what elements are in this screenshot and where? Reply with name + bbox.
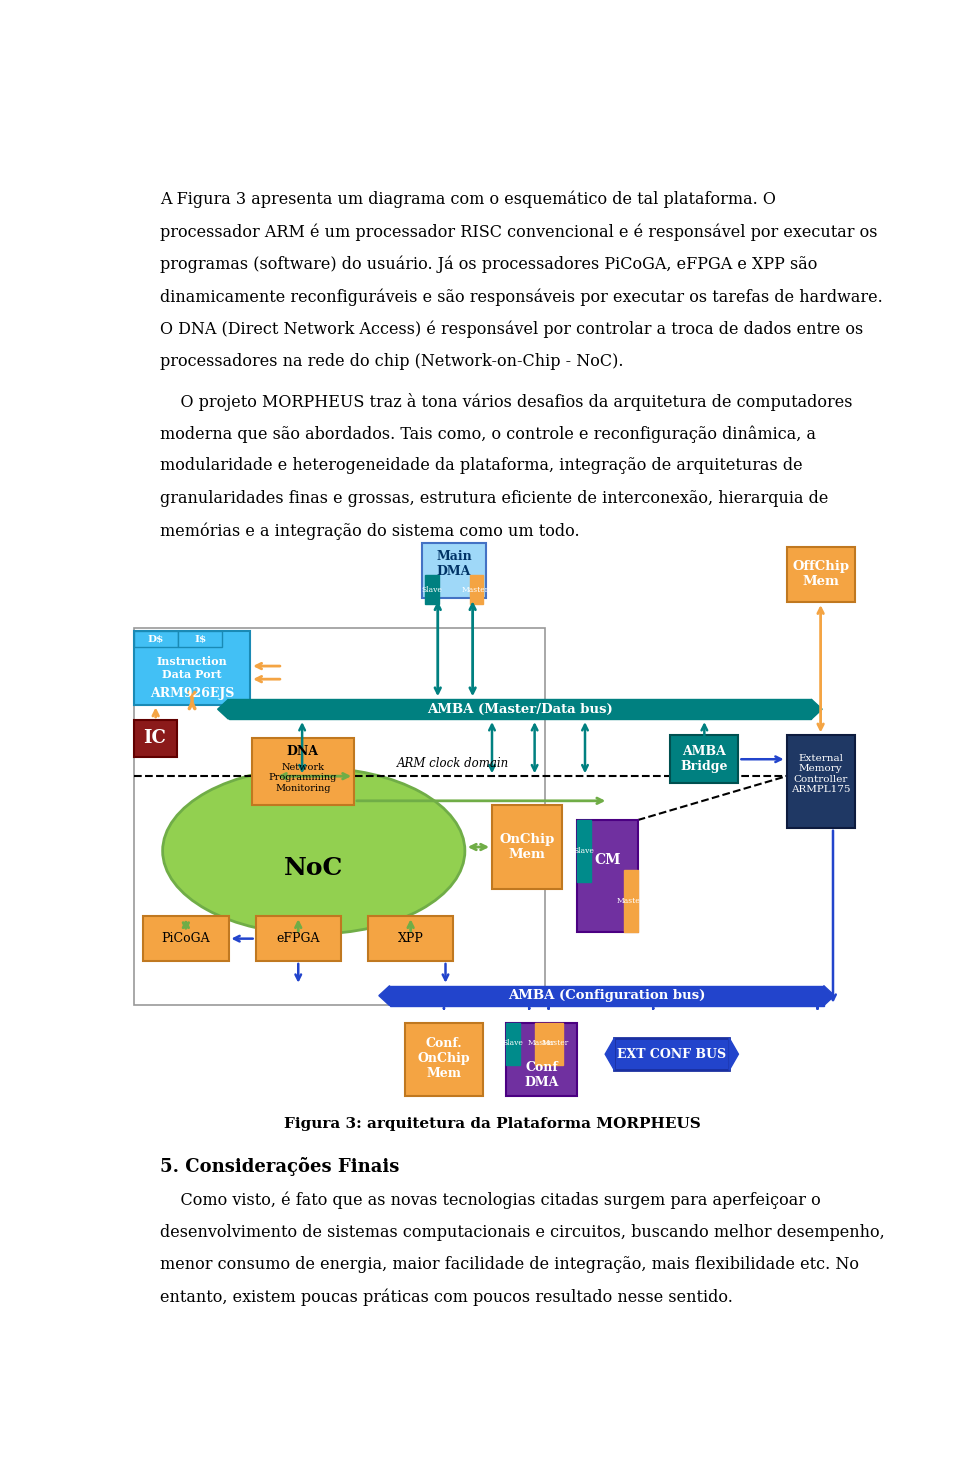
FancyBboxPatch shape <box>548 1023 563 1064</box>
Text: OffChip
Mem: OffChip Mem <box>792 561 850 589</box>
FancyBboxPatch shape <box>134 632 251 704</box>
Ellipse shape <box>162 768 465 934</box>
FancyBboxPatch shape <box>228 700 811 719</box>
Text: EXT CONF BUS: EXT CONF BUS <box>617 1048 727 1061</box>
FancyBboxPatch shape <box>134 632 179 646</box>
Text: moderna que são abordados. Tais como, o controle e reconfiguração dinâmica, a: moderna que são abordados. Tais como, o … <box>160 425 816 443</box>
Text: Main
DMA: Main DMA <box>436 551 472 579</box>
Text: Conf.
OnChip
Mem: Conf. OnChip Mem <box>418 1038 470 1080</box>
Text: I$: I$ <box>195 635 206 644</box>
Text: NoC: NoC <box>284 856 344 880</box>
FancyBboxPatch shape <box>143 917 228 961</box>
Text: AMBA (Master/Data bus): AMBA (Master/Data bus) <box>427 703 612 716</box>
Text: DNA: DNA <box>287 745 319 759</box>
Text: XPP: XPP <box>397 933 423 945</box>
FancyBboxPatch shape <box>469 576 483 605</box>
FancyBboxPatch shape <box>425 576 439 605</box>
Text: Instruction
Data Port: Instruction Data Port <box>156 655 228 679</box>
Text: Network
Programming
Monitoring: Network Programming Monitoring <box>269 763 337 793</box>
FancyBboxPatch shape <box>368 917 453 961</box>
Text: Como visto, é fato que as novas tecnologias citadas surgem para aperfeiçoar o: Como visto, é fato que as novas tecnolog… <box>160 1191 821 1209</box>
Text: Master: Master <box>617 897 644 905</box>
Text: Slave: Slave <box>574 847 594 855</box>
Polygon shape <box>379 986 390 1005</box>
Polygon shape <box>218 700 228 719</box>
FancyBboxPatch shape <box>134 720 177 757</box>
Text: programas (software) do usuário. Já os processadores PiCoGA, eFPGA e XPP são: programas (software) do usuário. Já os p… <box>160 255 818 273</box>
FancyBboxPatch shape <box>405 1023 483 1095</box>
Text: 5. Considerações Finais: 5. Considerações Finais <box>160 1157 399 1175</box>
Text: Slave: Slave <box>421 586 442 593</box>
Text: modularidade e heterogeneidade da plataforma, integração de arquiteturas de: modularidade e heterogeneidade da plataf… <box>160 458 803 474</box>
Polygon shape <box>730 1038 738 1070</box>
Polygon shape <box>811 700 822 719</box>
Text: Master: Master <box>542 1039 569 1048</box>
Polygon shape <box>824 986 834 1005</box>
Text: CM: CM <box>594 853 621 866</box>
Text: O projeto MORPHEUS traz à tona vários desafios da arquitetura de computadores: O projeto MORPHEUS traz à tona vários de… <box>160 393 852 410</box>
Text: ARM926EJS: ARM926EJS <box>150 686 234 700</box>
Text: O DNA (Direct Network Access) é responsável por controlar a troca de dados entre: O DNA (Direct Network Access) é responsá… <box>160 320 864 338</box>
FancyBboxPatch shape <box>614 1038 730 1070</box>
Text: D$: D$ <box>148 635 164 644</box>
Text: PiCoGA: PiCoGA <box>161 933 210 945</box>
FancyBboxPatch shape <box>422 543 486 598</box>
FancyBboxPatch shape <box>179 632 223 646</box>
Text: processador ARM é um processador RISC convencional e é responsável por executar : processador ARM é um processador RISC co… <box>160 223 877 241</box>
Text: AMBA
Bridge: AMBA Bridge <box>681 745 728 773</box>
FancyBboxPatch shape <box>506 1023 577 1095</box>
Text: eFPGA: eFPGA <box>276 933 320 945</box>
Text: OnChip
Mem: OnChip Mem <box>499 832 555 861</box>
Text: ARM clock domain: ARM clock domain <box>397 757 510 770</box>
Text: External
Memory
Controller
ARMPL175: External Memory Controller ARMPL175 <box>791 754 851 794</box>
Text: desenvolvimento de sistemas computacionais e circuitos, buscando melhor desempen: desenvolvimento de sistemas computaciona… <box>160 1224 885 1240</box>
Text: menor consumo de energia, maior facilidade de integração, mais flexibilidade etc: menor consumo de energia, maior facilida… <box>160 1256 859 1272</box>
FancyBboxPatch shape <box>786 546 854 602</box>
Text: Figura 3: arquitetura da Plataforma MORPHEUS: Figura 3: arquitetura da Plataforma MORP… <box>283 1116 701 1131</box>
Text: Master: Master <box>462 586 490 593</box>
Text: memórias e a integração do sistema como um todo.: memórias e a integração do sistema como … <box>160 523 580 540</box>
Text: Master: Master <box>528 1039 555 1048</box>
FancyBboxPatch shape <box>255 917 341 961</box>
Text: Conf
DMA: Conf DMA <box>524 1061 559 1089</box>
FancyBboxPatch shape <box>624 871 637 931</box>
FancyBboxPatch shape <box>577 821 637 931</box>
Text: entanto, existem poucas práticas com poucos resultado nesse sentido.: entanto, existem poucas práticas com pou… <box>160 1289 733 1306</box>
FancyBboxPatch shape <box>506 1023 520 1064</box>
FancyBboxPatch shape <box>252 738 354 806</box>
Text: A Figura 3 apresenta um diagrama com o esquemático de tal plataforma. O: A Figura 3 apresenta um diagrama com o e… <box>160 190 777 208</box>
Text: IC: IC <box>143 729 166 747</box>
Text: granularidades finas e grossas, estrutura eficiente de interconexão, hierarquia : granularidades finas e grossas, estrutur… <box>160 490 828 506</box>
FancyBboxPatch shape <box>535 1023 548 1064</box>
FancyBboxPatch shape <box>390 986 824 1005</box>
Text: dinamicamente reconfiguráveis e são responsáveis por executar os tarefas de hard: dinamicamente reconfiguráveis e são resp… <box>160 288 883 306</box>
FancyBboxPatch shape <box>786 735 854 828</box>
Text: Slave: Slave <box>502 1039 523 1048</box>
FancyBboxPatch shape <box>577 821 591 881</box>
FancyBboxPatch shape <box>670 735 738 784</box>
FancyBboxPatch shape <box>492 804 562 890</box>
Text: processadores na rede do chip (Network-on-Chip - NoC).: processadores na rede do chip (Network-o… <box>160 353 624 369</box>
Text: AMBA (Configuration bus): AMBA (Configuration bus) <box>508 989 706 1002</box>
Polygon shape <box>605 1038 614 1070</box>
